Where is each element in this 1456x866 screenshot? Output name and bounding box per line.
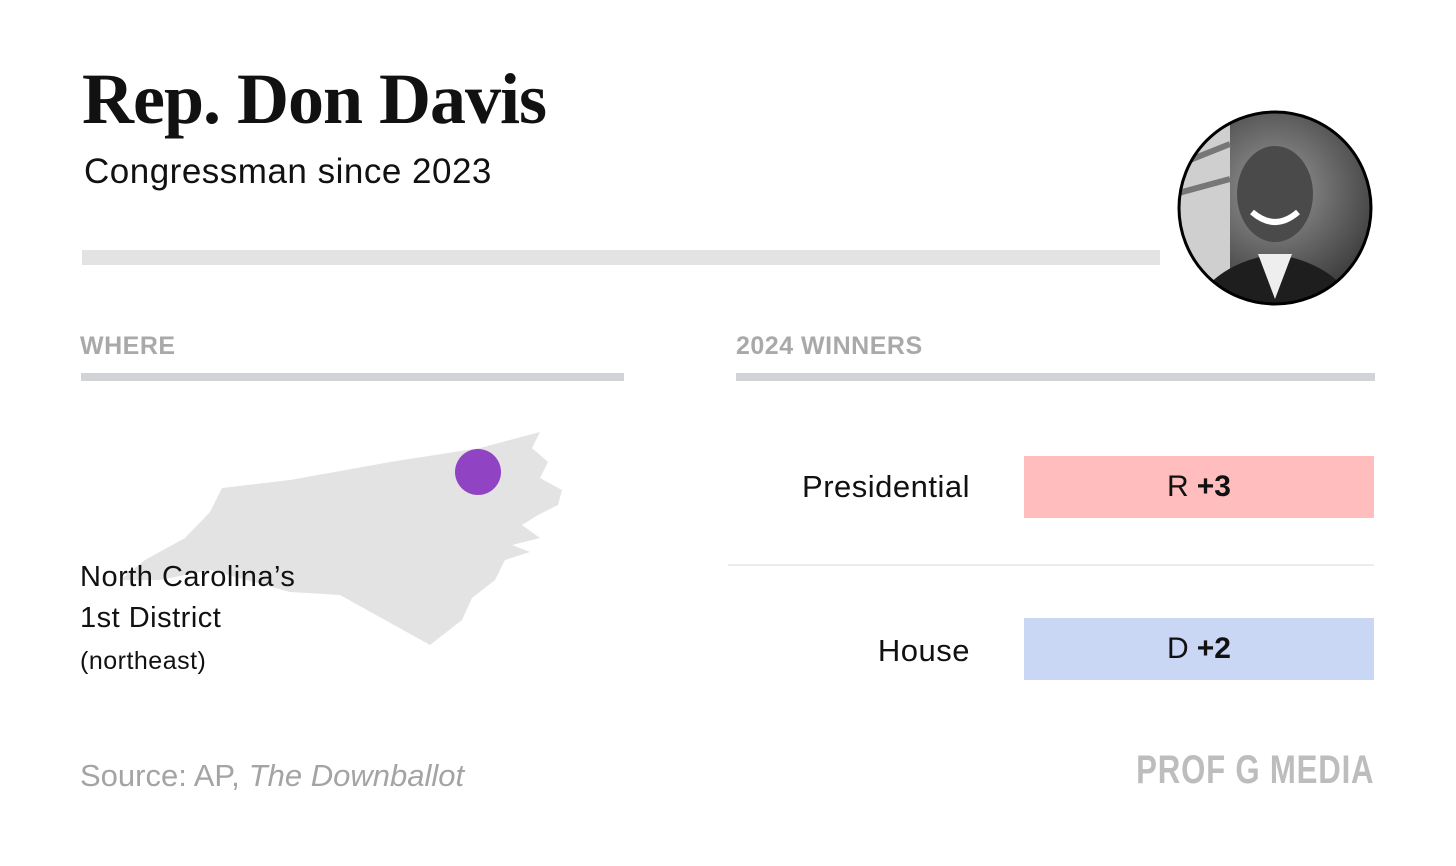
margin: +3 [1196, 470, 1231, 503]
source: Source: AP, The Downballot [80, 758, 464, 794]
district-name: North Carolina’s [80, 561, 296, 593]
race-label: House [877, 633, 970, 668]
section-rule [736, 373, 1375, 381]
portrait [1177, 110, 1373, 306]
district-dot [455, 449, 501, 495]
source-italic: The Downballot [248, 758, 465, 793]
section-label: 2024 WINNERS [736, 332, 923, 360]
party: D [1167, 632, 1189, 665]
district-name: 1st District [80, 602, 222, 634]
title: Rep. Don Davis [82, 59, 547, 139]
result-box: R +3 [1024, 456, 1374, 518]
result-box: D +2 [1024, 618, 1374, 680]
margin: +2 [1196, 632, 1231, 665]
divider [728, 564, 1374, 566]
race-label: Presidential [802, 469, 970, 504]
party: R [1167, 470, 1189, 503]
state-map [120, 432, 562, 645]
section-rule [81, 373, 624, 381]
brand: PROF G MEDIA [1135, 748, 1374, 792]
state-shape [120, 432, 562, 645]
section-label: WHERE [80, 332, 176, 360]
subtitle: Congressman since 2023 [84, 152, 492, 191]
source-text: Source: AP, [80, 758, 240, 793]
header-bar [82, 250, 1160, 265]
district-note: (northeast) [80, 647, 207, 675]
